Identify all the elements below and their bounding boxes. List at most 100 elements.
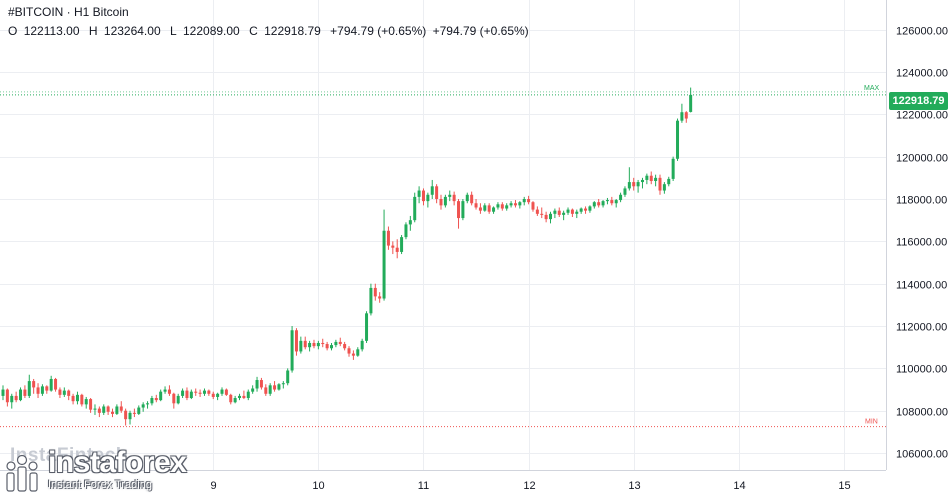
candle [137, 405, 141, 415]
candle [557, 207, 561, 218]
candle [597, 199, 601, 208]
candle [246, 389, 250, 401]
max-label: MAX [864, 85, 880, 92]
candle [141, 402, 145, 412]
price-tick-label: 122000.00 [896, 110, 948, 122]
time-tick-label: 12 [523, 480, 535, 492]
candle [654, 174, 658, 187]
candle [67, 389, 71, 401]
instaforex-logo-icon [6, 454, 38, 492]
candle [128, 410, 132, 425]
candle [605, 197, 609, 205]
candle [211, 391, 215, 400]
candle [689, 87, 693, 113]
time-tick-label: 10 [312, 480, 324, 492]
time-tick-label: 11 [418, 480, 429, 492]
candle [343, 341, 347, 351]
candle [351, 350, 355, 360]
time-tick-label: 14 [733, 480, 745, 492]
candle [378, 292, 382, 303]
candle [649, 171, 653, 185]
candle [233, 395, 237, 404]
candle [194, 388, 198, 396]
current-price-label: 122918.79 [889, 92, 948, 110]
candle [251, 385, 255, 394]
candle [483, 203, 487, 212]
candle [496, 202, 500, 210]
candle [216, 392, 220, 401]
high-value: H 123264.00 [88, 24, 161, 38]
candle [457, 199, 461, 229]
candle [645, 173, 649, 185]
candle [492, 206, 496, 214]
candle [36, 383, 40, 399]
candle [181, 388, 185, 399]
candle [49, 375, 53, 392]
candle [255, 376, 259, 392]
candle [40, 384, 44, 396]
price-axis[interactable]: 126000.00 124000.00 122000.00 120000.00 1180… [896, 26, 948, 461]
candle [623, 186, 627, 197]
candle [229, 393, 233, 405]
candle [408, 215, 412, 231]
candle [325, 341, 329, 351]
candle [312, 339, 316, 349]
price-tick-label: 108000.00 [896, 407, 948, 419]
candle [369, 283, 373, 316]
candle [294, 328, 298, 356]
watermark-brand: instaforex [48, 446, 187, 479]
candle [360, 338, 364, 352]
candle [684, 111, 688, 123]
candle [80, 393, 84, 407]
candle [32, 378, 36, 394]
candle [373, 283, 377, 301]
candle [124, 408, 128, 426]
candle [544, 211, 548, 223]
time-axis[interactable]: 9 10 11 12 13 14 15 [210, 480, 850, 492]
candle [347, 346, 351, 357]
candle [680, 103, 684, 123]
candle [391, 241, 395, 255]
candle [132, 408, 136, 418]
candle [562, 210, 566, 221]
price-tick-label: 116000.00 [896, 237, 947, 249]
candle [268, 383, 272, 396]
price-tick-label: 106000.00 [896, 449, 948, 461]
candle [439, 194, 443, 210]
candle [172, 392, 176, 409]
candle [662, 182, 666, 194]
candle [58, 387, 62, 399]
candle [365, 311, 369, 343]
candle [14, 391, 18, 403]
candle [619, 192, 623, 203]
candle [308, 340, 312, 352]
candle [71, 393, 75, 405]
candle [400, 235, 404, 255]
candle [54, 377, 58, 392]
candle [5, 388, 9, 407]
candle [303, 336, 307, 350]
candle [518, 201, 522, 209]
candle [513, 200, 517, 208]
candle [522, 196, 526, 206]
candle [242, 390, 246, 400]
candle [588, 205, 592, 213]
watermark-tagline: Instant Forex Trading [48, 479, 152, 491]
candle [505, 203, 509, 211]
candle [509, 201, 513, 208]
candle [146, 401, 150, 409]
candle [102, 404, 106, 415]
candle [461, 199, 465, 221]
candle [238, 393, 242, 401]
candle [382, 209, 386, 301]
candle [75, 391, 79, 405]
candle [671, 156, 675, 182]
candle [676, 118, 680, 161]
candle [636, 179, 640, 193]
max-min-lines: MAX MIN [0, 85, 886, 428]
open-value: O 122113.00 [8, 24, 80, 38]
price-tick-label: 124000.00 [896, 68, 948, 80]
price-tick-label: 114000.00 [896, 280, 947, 292]
candle [465, 192, 469, 204]
